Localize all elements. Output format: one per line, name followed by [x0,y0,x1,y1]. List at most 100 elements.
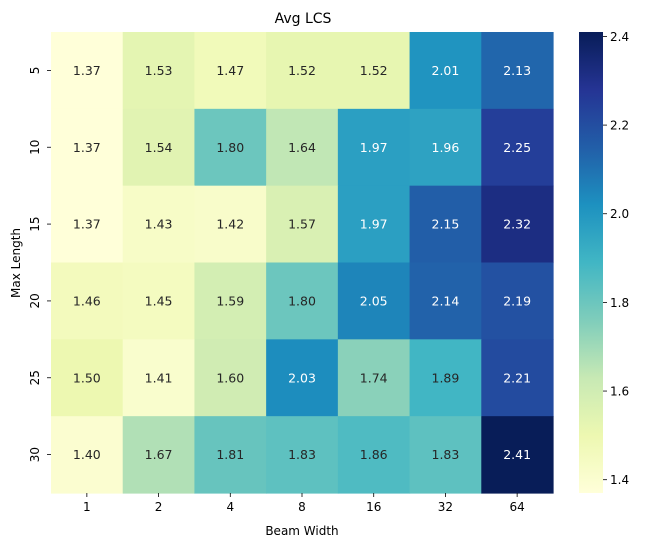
y-tick-label: 20 [28,293,42,308]
x-tick-label: 8 [298,500,306,514]
cell-value-label: 1.40 [73,447,101,462]
cell-value-label: 1.53 [145,63,173,78]
heatmap-cell [481,416,554,494]
heatmap-cell [266,185,339,264]
x-tick-label: 32 [438,500,453,514]
cell-value-label: 1.96 [432,140,460,155]
heatmap-cell [337,32,411,110]
cell-value-label: 2.13 [503,63,531,78]
heatmap-cell [51,32,124,110]
heatmap-cell [51,185,124,264]
heatmap-cell [194,108,267,187]
x-tick-label: 16 [366,500,381,514]
heatmap-cell [266,108,339,187]
heatmap-cell [409,32,482,110]
heatmap-cell [337,108,411,187]
heatmap-cell [481,339,554,417]
cell-value-label: 2.15 [432,217,460,232]
heatmap-cell [51,416,124,494]
cell-value-label: 2.32 [503,217,531,232]
cell-value-label: 2.21 [503,370,531,385]
heatmap-cell [194,339,267,417]
heatmap-cell [194,262,267,340]
cell-value-label: 1.97 [360,217,388,232]
colorbar-tick-label: 1.6 [610,385,629,399]
heatmap-cell [337,262,411,340]
heatmap-cell [337,339,411,417]
colorbar-tick-label: 2.0 [610,207,629,221]
heatmap-cell [409,262,482,340]
colorbar-tick-label: 1.8 [610,296,629,310]
y-tick-label: 5 [28,67,42,75]
cell-value-label: 1.54 [145,140,173,155]
cell-value-label: 2.41 [503,447,531,462]
heatmap-cell [51,108,124,187]
heatmap-cell [194,185,267,264]
cell-value-label: 1.89 [432,370,460,385]
heatmap-cells: 1.37 1.53 1.47 1.52 1.52 2.01 2.13 1.37 1.54 1.80… [51,32,554,494]
heatmap-cell [194,416,267,494]
x-tick-label: 2 [155,500,163,514]
heatmap-cell [122,32,196,110]
heatmap-cell [122,262,196,340]
x-tick-label: 1 [83,500,91,514]
heatmap-cell [337,416,411,494]
cell-value-label: 1.47 [216,63,244,78]
cell-value-label: 1.46 [73,293,101,308]
heatmap-cell [51,339,124,417]
cell-value-label: 1.80 [288,293,316,308]
heatmap-cell [122,416,196,494]
cell-value-label: 2.01 [432,63,460,78]
heatmap-cell [409,339,482,417]
cell-value-label: 1.43 [145,217,173,232]
cell-value-label: 1.67 [145,447,173,462]
heatmap-cell [337,185,411,264]
y-tick-label: 30 [28,447,42,462]
y-tick-label: 25 [28,370,42,385]
cell-value-label: 1.81 [216,447,244,462]
chart-title: Avg LCS [275,11,332,27]
cell-value-label: 1.52 [288,63,316,78]
cell-value-label: 2.19 [503,293,531,308]
heatmap-cell [266,416,339,494]
cell-value-label: 1.80 [216,140,244,155]
cell-value-label: 1.41 [145,370,173,385]
x-tick-label: 64 [510,500,525,514]
heatmap-cell [122,108,196,187]
cell-value-label: 1.37 [73,140,101,155]
y-tick-label: 10 [28,140,42,155]
y-axis-label: Max Length [9,228,23,298]
cell-value-label: 1.83 [432,447,460,462]
cell-value-label: 1.86 [360,447,388,462]
colorbar-gradient [579,32,603,493]
cell-value-label: 2.25 [503,140,531,155]
cell-value-label: 2.14 [432,293,460,308]
heatmap-cell [409,108,482,187]
x-tick-label: 4 [226,500,234,514]
colorbar-tick-label: 2.2 [610,119,629,133]
cell-value-label: 1.74 [360,370,388,385]
heatmap-cell [481,108,554,187]
cell-value-label: 2.03 [288,370,316,385]
heatmap-cell [481,185,554,264]
heatmap-cell [51,262,124,340]
heatmap-cell [266,32,339,110]
y-axis: 5 10 15 20 25 30 [28,67,51,462]
heatmap-cell [409,185,482,264]
heatmap-cell [481,32,554,110]
cell-value-label: 1.83 [288,447,316,462]
cell-value-label: 1.42 [216,217,244,232]
cell-value-label: 1.37 [73,63,101,78]
cell-value-label: 1.60 [216,370,244,385]
x-axis-label: Beam Width [265,524,338,538]
cell-value-label: 1.97 [360,140,388,155]
cell-value-label: 2.05 [360,293,388,308]
cell-value-label: 1.37 [73,217,101,232]
heatmap-cell [409,416,482,494]
y-tick-label: 15 [28,216,42,231]
heatmap-cell [122,185,196,264]
heatmap-cell [122,339,196,417]
colorbar-tick-label: 2.4 [610,30,629,44]
heatmap-cell [266,262,339,340]
cell-value-label: 1.59 [216,293,244,308]
